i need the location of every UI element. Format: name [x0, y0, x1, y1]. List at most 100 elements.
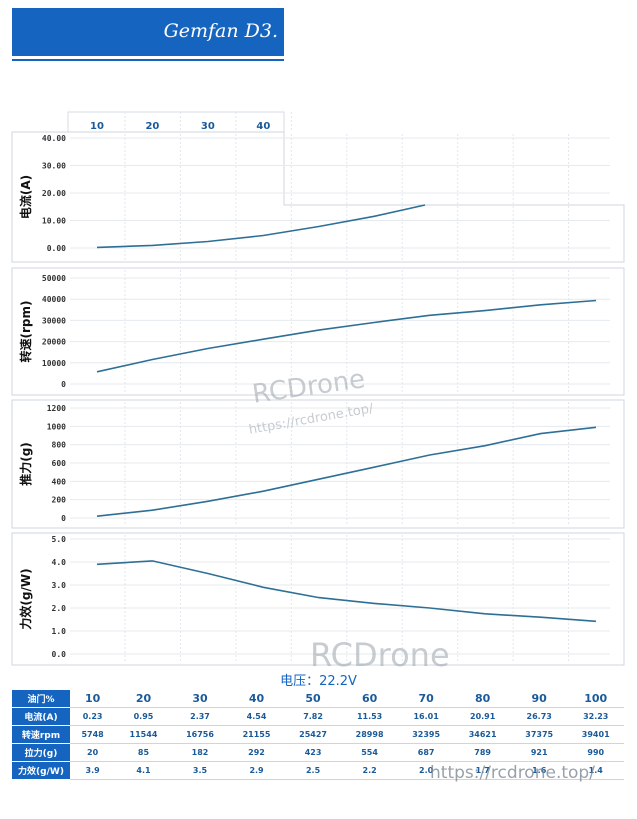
table-cell: 11544	[115, 725, 172, 744]
row-header: 电流(A)	[12, 707, 70, 726]
table-cell: 921	[510, 743, 568, 762]
series-line-thrust	[96, 426, 597, 517]
row-header: 力效(g/W)	[12, 761, 70, 780]
performance-table: 油门% 10 20 30 40 50 60 70 80 90 100 电流(A) 0.23 0.95 2.3…	[12, 690, 624, 780]
ytick-rpm-1: 10000	[42, 359, 66, 368]
table-cell: 39401	[567, 725, 624, 744]
table-cell: 20	[70, 743, 116, 762]
title-banner: Gemfan D3.	[12, 8, 284, 56]
ytick-current-3: 30.00	[42, 162, 66, 171]
table-cell: 11.53	[341, 707, 398, 726]
banner-title: Gemfan D3.	[163, 20, 278, 42]
row-header: 拉力(g)	[12, 743, 70, 762]
series-line-efficiency	[96, 560, 597, 623]
ytick-current-0: 0.00	[47, 244, 66, 253]
ytick-current-4: 40.00	[42, 134, 66, 143]
table-cell: 32.23	[567, 707, 624, 726]
table-cell: 1.7	[454, 761, 511, 780]
ytick-efficiency-4: 4.0	[52, 558, 67, 567]
table-cell: 3.9	[70, 761, 116, 780]
table-cell: 20.91	[454, 707, 511, 726]
table-cell: 423	[284, 743, 342, 762]
series-line-rpm	[96, 299, 597, 373]
top-axis-tick-40: 40	[256, 121, 270, 132]
ytick-efficiency-5: 5.0	[52, 535, 67, 544]
ytick-rpm-0: 0	[61, 380, 66, 389]
ylabel-rpm: 转速(rpm)	[18, 301, 33, 363]
table-cell: 1.6	[510, 761, 568, 780]
table-cell: 182	[171, 743, 229, 762]
ytick-thrust-2: 400	[52, 477, 67, 486]
top-axis-tick-10: 10	[90, 121, 104, 132]
panel-frame-current	[11, 131, 625, 263]
table-cell: 0.95	[115, 707, 172, 726]
table-cell: 4.54	[228, 707, 285, 726]
table-cell: 37375	[510, 725, 568, 744]
banner-underline	[12, 59, 284, 61]
table-row: 拉力(g) 20 85 182 292 423 554 687 789 921 990	[12, 743, 624, 762]
table-row: 电流(A) 0.23 0.95 2.37 4.54 7.82 11.53 16.01 20.91…	[12, 707, 624, 726]
ytick-thrust-1: 200	[52, 496, 67, 505]
ytick-rpm-5: 50000	[42, 274, 66, 283]
table-row: 转速rpm 5748 11544 16756 21155 25427 28998 32395 3…	[12, 725, 624, 744]
table-row: 力效(g/W) 3.9 4.1 3.5 2.9 2.5 2.2 2.0 1.7 1.6 1.4	[12, 761, 624, 780]
table-row: 油门% 10 20 30 40 50 60 70 80 90 100	[12, 690, 624, 708]
ytick-rpm-3: 30000	[42, 316, 66, 325]
ytick-thrust-5: 1000	[47, 422, 66, 431]
table-cell: 34621	[454, 725, 511, 744]
table-cell: 26.73	[510, 707, 568, 726]
ytick-current-1: 10.00	[42, 217, 66, 226]
table-cell: 789	[454, 743, 511, 762]
ytick-efficiency-3: 3.0	[52, 581, 67, 590]
table-cell: 20	[115, 690, 172, 708]
ytick-efficiency-1: 1.0	[52, 627, 67, 636]
ylabel-thrust: 推力(g)	[18, 442, 33, 486]
table-cell: 32395	[397, 725, 455, 744]
panel-frame-rpm	[11, 267, 625, 396]
table-cell: 554	[341, 743, 398, 762]
table-cell: 60	[341, 690, 398, 708]
ytick-thrust-6: 1200	[47, 404, 66, 413]
table-cell: 2.37	[171, 707, 229, 726]
ytick-thrust-3: 600	[52, 459, 67, 468]
ylabel-efficiency: 力效(g/W)	[18, 568, 33, 629]
table-cell: 21155	[228, 725, 285, 744]
table-cell: 5748	[70, 725, 116, 744]
series-line-current	[96, 204, 426, 249]
ytick-current-2: 20.00	[42, 189, 66, 198]
motor-performance-chart: 10 20 30 400.0010.0020.0030.0040.00电流(A)010…	[11, 111, 625, 666]
panel-frame-efficiency	[11, 532, 625, 666]
ytick-rpm-4: 40000	[42, 295, 66, 304]
table-cell: 7.82	[284, 707, 342, 726]
voltage-label: 电压：22.2V	[280, 674, 357, 689]
ytick-efficiency-2: 2.0	[52, 604, 67, 613]
table-cell: 70	[397, 690, 455, 708]
table-cell: 85	[115, 743, 172, 762]
top-axis-tick-30: 30	[201, 121, 215, 132]
table-cell: 50	[284, 690, 342, 708]
watermark-url-bottom: https://rcdrone.top/	[430, 763, 595, 783]
table-cell: 16756	[171, 725, 229, 744]
table-cell: 2.5	[284, 761, 342, 780]
ytick-thrust-0: 0	[61, 514, 66, 523]
ytick-thrust-4: 800	[52, 441, 67, 450]
table-cell: 2.2	[341, 761, 398, 780]
table-cell: 2.9	[228, 761, 285, 780]
watermark-logo-bottom: RCDrone	[310, 636, 450, 674]
table-cell: 80	[454, 690, 511, 708]
table-cell: 990	[567, 743, 624, 762]
ytick-efficiency-0: 0.0	[52, 650, 67, 659]
table-cell: 100	[567, 690, 624, 708]
table-cell: 292	[228, 743, 285, 762]
table-cell: 25427	[284, 725, 342, 744]
top-axis-tick-20: 20	[145, 121, 159, 132]
table-cell: 687	[397, 743, 455, 762]
row-header: 转速rpm	[12, 725, 70, 744]
table-cell: 1.4	[567, 761, 624, 780]
table-cell: 3.5	[171, 761, 229, 780]
table-cell: 90	[510, 690, 568, 708]
table-cell: 40	[228, 690, 285, 708]
table-cell: 0.23	[70, 707, 116, 726]
panel-frame-thrust	[11, 399, 625, 529]
ylabel-current: 电流(A)	[18, 175, 33, 219]
